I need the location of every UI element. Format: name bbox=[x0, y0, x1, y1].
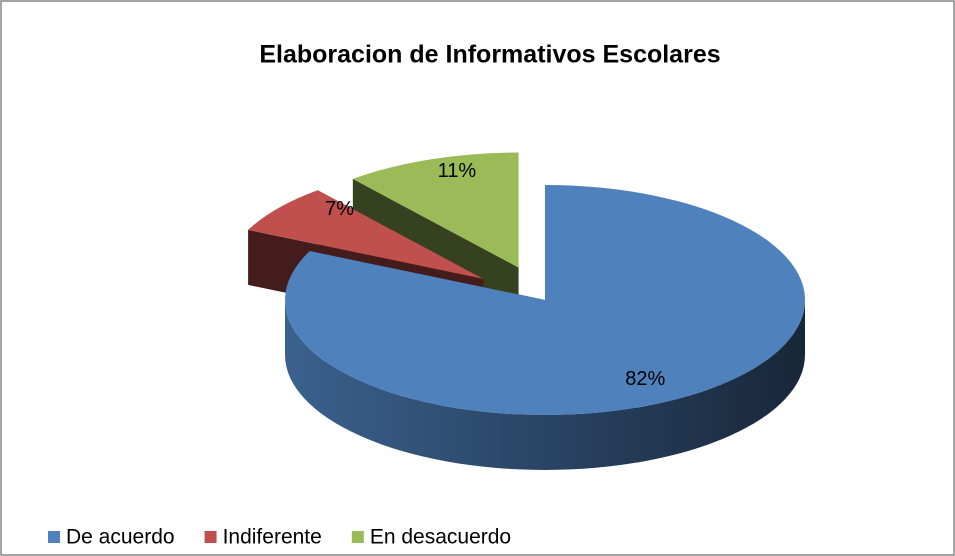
legend-swatch bbox=[351, 531, 364, 543]
legend-swatch bbox=[204, 531, 217, 543]
legend-label: Indiferente bbox=[223, 526, 322, 549]
data-label: 7% bbox=[325, 198, 354, 220]
slice-side bbox=[285, 300, 805, 470]
legend-label: De acuerdo bbox=[66, 526, 175, 549]
chart-title: Elaboracion de Informativos Escolares bbox=[259, 41, 720, 69]
slice-top bbox=[352, 152, 519, 268]
slice-top bbox=[248, 190, 484, 279]
legend-label: En desacuerdo bbox=[370, 526, 511, 549]
pie-slice bbox=[285, 185, 806, 470]
data-label: 11% bbox=[438, 160, 477, 182]
legend-swatch bbox=[48, 531, 60, 543]
slice-top bbox=[285, 185, 806, 416]
data-label: 82% bbox=[625, 368, 665, 390]
